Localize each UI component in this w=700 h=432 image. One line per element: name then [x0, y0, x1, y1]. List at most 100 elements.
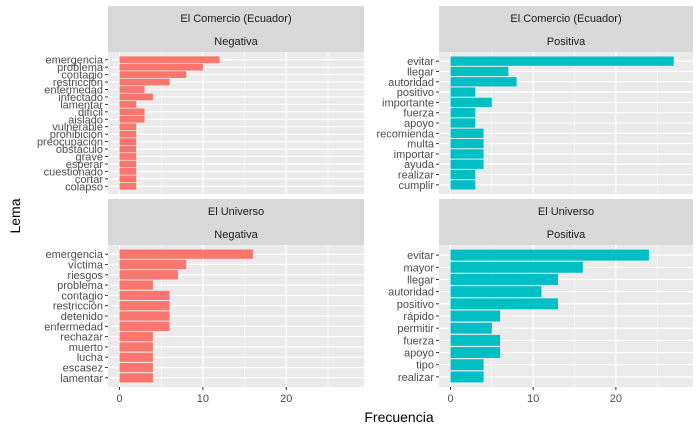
x-tick-label: 10 [197, 393, 209, 405]
facet-col-label: Negativa [214, 229, 258, 241]
y-tick-label: lamentar [60, 373, 103, 385]
bar [119, 71, 187, 78]
y-tick-label: escasez [63, 363, 103, 375]
bar [450, 322, 492, 334]
y-tick-label: lamentar [60, 99, 103, 111]
bar [450, 310, 501, 322]
bar [450, 249, 649, 261]
y-tick-label: mayor [403, 262, 434, 274]
bar [450, 77, 517, 87]
y-tick-label: riesgos [68, 270, 104, 282]
bar [119, 352, 153, 362]
bar [119, 270, 178, 280]
facet-panel: El Comercio (Ecuador)Negativaemergenciap… [37, 6, 364, 194]
bar [450, 149, 484, 159]
bar [450, 371, 484, 383]
y-tick-label: lucha [77, 352, 104, 364]
y-tick-label: contagio [61, 70, 103, 82]
bar [450, 66, 509, 77]
bar [450, 56, 674, 66]
bar [450, 108, 476, 118]
y-tick-label: positivo [397, 87, 434, 99]
bar [450, 359, 484, 371]
bar [119, 259, 187, 270]
y-tick-label: tipo [416, 360, 434, 372]
y-tick-label: colapso [65, 181, 103, 193]
y-tick-label: emergencia [46, 55, 104, 67]
y-tick-label: restricción [53, 77, 103, 89]
bar [119, 115, 145, 123]
bar [119, 160, 137, 168]
bar [119, 301, 170, 311]
y-tick-label: obstáculo [56, 144, 103, 156]
bar [119, 290, 170, 301]
facet-strip-row [439, 6, 693, 30]
facet-col-label: Negativa [214, 36, 258, 48]
bar [119, 342, 153, 352]
bar [119, 249, 253, 259]
facet-panel: El Universo Negativa emergenciavíctimaries… [44, 199, 364, 405]
y-tick-label: evitar [407, 250, 434, 262]
bar [450, 138, 484, 149]
y-tick-label: preocupación [37, 137, 103, 149]
y-tick-label: infectado [58, 92, 103, 104]
bar [119, 56, 220, 64]
y-tick-label: rápido [403, 311, 434, 323]
bar [119, 63, 203, 71]
facet-strip-col [108, 30, 364, 52]
bar [450, 87, 476, 97]
y-tick-label: problema [57, 280, 104, 292]
bar [450, 261, 583, 273]
bar [450, 118, 476, 128]
y-tick-label: autoridad [388, 287, 434, 299]
y-tick-label: enfermedad [44, 85, 103, 97]
y-axis-title: Lema [7, 198, 23, 233]
bar [119, 130, 137, 138]
y-tick-label: prohibición [50, 129, 103, 141]
x-tick-label: 10 [527, 393, 539, 405]
x-tick-label: 0 [116, 393, 122, 405]
facet-panel: El Universo Positiva evitarmayorllegarauto… [388, 199, 693, 405]
facet-strip-row [108, 6, 364, 30]
bar [119, 331, 153, 342]
y-tick-label: problema [57, 62, 104, 74]
y-tick-label: víctima [68, 259, 104, 271]
y-tick-label: apoyo [404, 348, 434, 360]
bar [119, 311, 170, 321]
y-tick-label: evitar [407, 56, 434, 68]
bar [450, 334, 501, 346]
bar [119, 108, 145, 116]
facet-row-label: El Comercio (Ecuador) [510, 13, 621, 25]
y-tick-label: contagio [61, 290, 103, 302]
facet-strip-row [439, 199, 693, 223]
y-tick-label: difícil [78, 107, 103, 119]
bar [119, 138, 137, 145]
y-tick-label: positivo [397, 299, 434, 311]
y-tick-label: aislado [68, 114, 103, 126]
y-tick-label: recomienda [377, 128, 435, 140]
y-tick-label: permitir [397, 323, 434, 335]
y-tick-label: muerto [69, 342, 103, 354]
facet-col-label: Positiva [547, 36, 586, 48]
y-tick-label: llegar [407, 274, 434, 286]
y-tick-label: fuerza [403, 335, 434, 347]
y-tick-label: realizar [398, 170, 434, 182]
y-tick-label: realizar [398, 372, 434, 384]
y-tick-label: enfermedad [44, 321, 103, 333]
bar [119, 362, 153, 373]
y-tick-label: llegar [407, 66, 434, 78]
bar [119, 168, 137, 175]
bar [450, 180, 476, 190]
bar [450, 286, 542, 298]
bar [119, 321, 170, 331]
x-tick-label: 0 [447, 393, 453, 405]
y-tick-label: cortar [75, 174, 103, 186]
bar [450, 298, 558, 310]
facet-strip-row [108, 199, 364, 223]
x-axis-title: Frecuencia [364, 409, 433, 425]
y-tick-label: vulnerable [52, 122, 103, 134]
y-tick-label: apoyo [404, 118, 434, 130]
bar [450, 159, 484, 169]
y-tick-label: emergencia [46, 249, 104, 261]
y-tick-label: esperar [66, 159, 104, 171]
